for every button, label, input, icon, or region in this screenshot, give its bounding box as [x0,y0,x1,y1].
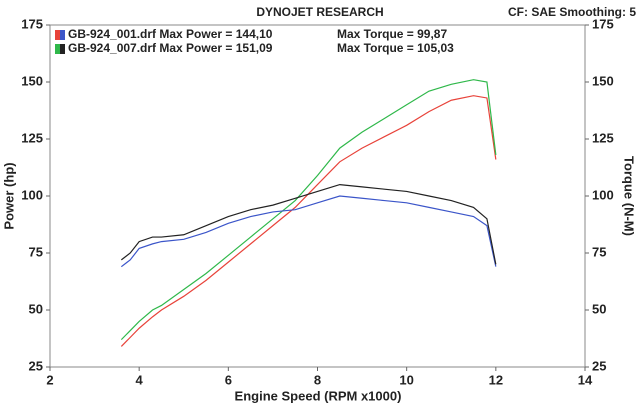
x-tick-label: 10 [399,372,413,387]
y-tick-label: 25 [29,358,43,373]
legend-label: Max Torque = 105,03 [337,41,454,55]
y-tick-label: 175 [21,16,43,31]
y-tick-label: 150 [21,73,43,88]
y-tick-label: 50 [29,301,43,316]
series-line [120,183,497,265]
x-tick-label: 14 [578,372,593,387]
x-tick-label: 6 [225,372,232,387]
y-tick-label: 100 [21,187,43,202]
x-tick-label: 4 [136,372,144,387]
series-line [120,195,497,268]
legend-swatch [60,44,65,54]
legend-swatch [55,44,60,54]
chart-subtitle: CF: SAE Smoothing: 5 [508,5,636,19]
y2-tick-label: 100 [592,187,614,202]
x-tick-label: 2 [46,372,53,387]
legend-label: GB-924_001.drf Max Power = 144,10 [68,27,273,41]
y2-tick-label: 125 [592,130,614,145]
y-axis-label: Power (hp) [1,162,16,229]
series-line [120,95,497,347]
legend-swatch [60,30,65,40]
y-tick-label: 75 [29,244,43,259]
plot-frame [49,24,586,368]
y2-tick-label: 50 [592,301,606,316]
legend-label: Max Torque = 99,87 [337,27,447,41]
x-tick-label: 12 [489,372,503,387]
x-axis-label: Engine Speed (RPM x1000) [235,388,402,403]
legend-swatch [55,30,60,40]
legend-label: GB-924_007.drf Max Power = 151,09 [68,41,273,55]
y2-tick-label: 25 [592,358,606,373]
y-tick-label: 125 [21,130,43,145]
y2-tick-label: 175 [592,16,614,31]
y2-tick-label: 75 [592,244,606,259]
y2-tick-label: 150 [592,73,614,88]
y2-axis-label: Torque (N-M) [622,156,637,236]
x-tick-label: 8 [314,372,321,387]
chart-title: DYNOJET RESEARCH [256,5,383,19]
series-line [120,79,497,341]
